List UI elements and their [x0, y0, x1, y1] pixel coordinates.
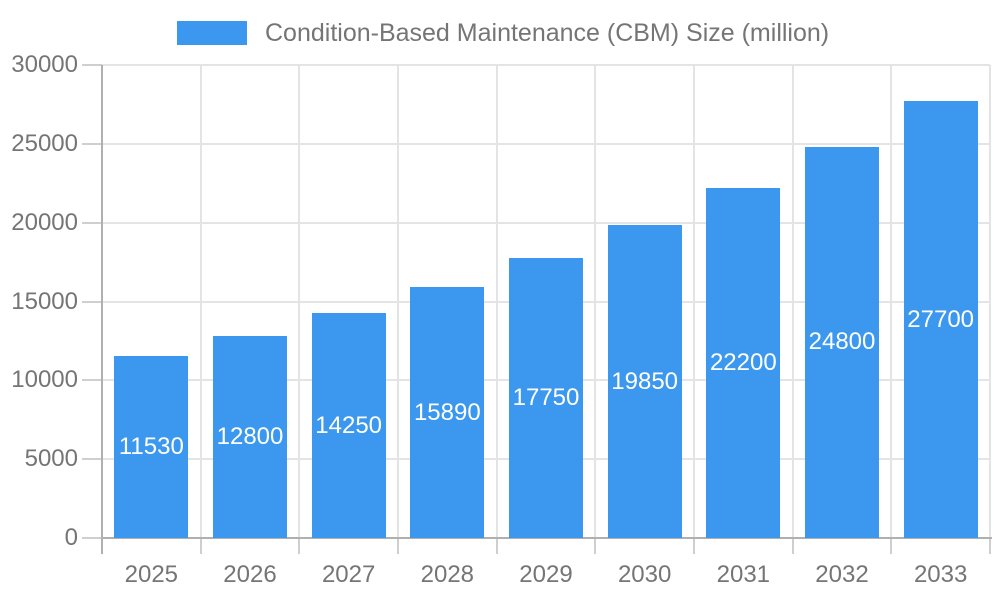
v-gridline [890, 65, 893, 538]
x-tick [199, 538, 202, 554]
bar: 15890 [410, 287, 485, 538]
v-gridline [199, 65, 202, 538]
x-tick [495, 538, 498, 554]
h-gridline [102, 64, 990, 66]
bar: 19850 [607, 225, 682, 538]
x-axis-tick-label: 2031 [716, 561, 771, 588]
x-tick [594, 538, 597, 554]
bar: 27700 [903, 101, 978, 538]
bar: 12800 [213, 336, 287, 538]
y-tick [82, 64, 102, 66]
bar: 11530 [114, 356, 189, 538]
y-axis-tick-label: 0 [64, 524, 78, 551]
bar: 22200 [706, 187, 781, 538]
y-axis-tick-label: 30000 [11, 51, 78, 78]
y-tick [82, 221, 102, 224]
y-axis-tick-label: 25000 [11, 129, 78, 157]
bar-value-label: 24800 [808, 328, 876, 356]
y-tick [82, 300, 102, 303]
h-gridline [102, 221, 990, 224]
bar: 24800 [805, 146, 879, 538]
legend-swatch [177, 21, 247, 45]
bar-value-label: 27700 [907, 305, 975, 333]
y-axis-tick-label: 5000 [24, 445, 78, 473]
v-gridline [594, 65, 597, 538]
x-axis-tick-label: 2033 [913, 561, 968, 588]
bar-value-label: 17750 [512, 384, 580, 412]
y-tick [82, 458, 102, 461]
y-axis-tick-label: 10000 [11, 366, 78, 394]
y-axis-tick-label: 15000 [11, 287, 78, 315]
bar-value-label: 15890 [413, 398, 481, 426]
x-tick [989, 538, 991, 554]
bar-value-label: 22200 [709, 348, 777, 376]
bar: 14250 [311, 313, 386, 538]
x-axis-tick-label: 2025 [124, 561, 179, 588]
y-tick [82, 379, 102, 382]
bar-value-label: 11530 [118, 433, 184, 461]
legend-label: Condition-Based Maintenance (CBM) Size (… [265, 18, 830, 47]
x-tick [298, 538, 301, 554]
y-axis-tick-label: 20000 [11, 208, 78, 236]
x-axis-baseline [102, 537, 992, 539]
y-tick [82, 142, 102, 145]
x-tick [397, 538, 399, 554]
x-axis-tick-label: 2027 [321, 561, 376, 588]
bar-value-label: 19850 [611, 367, 679, 395]
x-tick [693, 538, 695, 554]
x-axis-tick-label: 2029 [519, 561, 573, 588]
v-gridline [989, 65, 991, 538]
v-gridline [791, 65, 794, 538]
v-gridline [495, 65, 498, 538]
v-gridline [693, 65, 695, 538]
x-tick [890, 538, 893, 554]
bar-value-label: 14250 [315, 411, 383, 439]
h-gridline [102, 142, 990, 145]
v-gridline [298, 65, 301, 538]
x-axis-tick-label: 2028 [420, 561, 475, 588]
x-tick [791, 538, 794, 554]
v-gridline [397, 65, 399, 538]
bar-value-label: 12800 [216, 423, 284, 451]
y-tick [82, 537, 102, 539]
y-axis-line [101, 65, 103, 554]
x-axis-tick-label: 2032 [815, 561, 869, 588]
x-axis-tick-label: 2026 [223, 561, 277, 588]
bar: 17750 [509, 258, 583, 538]
x-axis-tick-label: 2030 [617, 561, 672, 588]
